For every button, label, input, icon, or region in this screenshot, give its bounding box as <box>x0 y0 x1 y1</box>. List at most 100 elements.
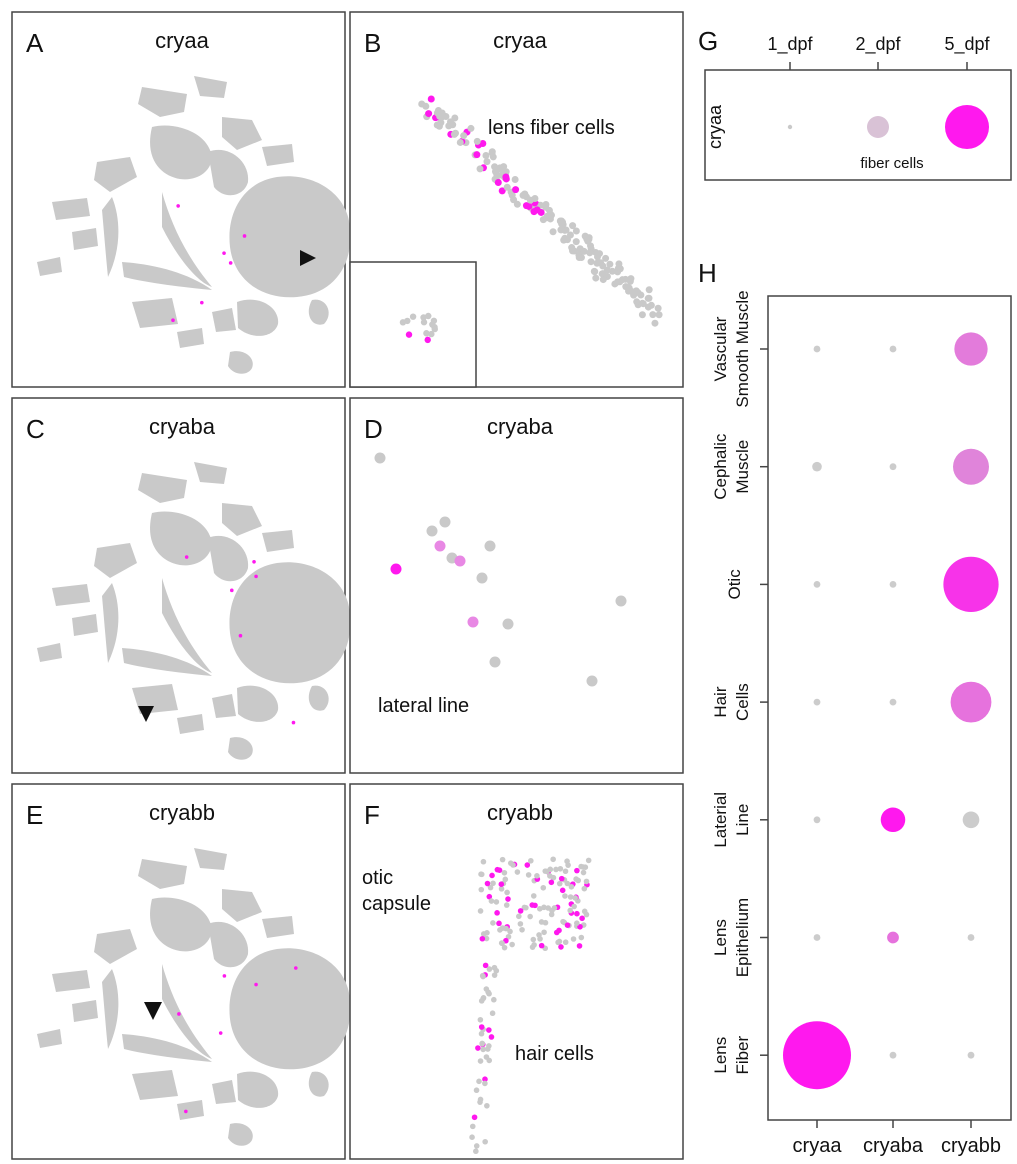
background-cell <box>469 1134 475 1141</box>
background-cell <box>556 880 563 887</box>
background-cell <box>581 885 588 892</box>
background-cell <box>479 1040 486 1047</box>
inset-cell <box>428 330 435 338</box>
background-cell <box>564 880 571 887</box>
background-cell <box>541 929 547 936</box>
background-cell <box>602 254 610 262</box>
expressed-cell <box>475 1045 481 1051</box>
background-cell <box>567 894 574 900</box>
background-cell <box>498 886 505 892</box>
background-cell <box>569 222 577 230</box>
background-cell <box>548 911 555 918</box>
expressed-cell <box>553 929 560 936</box>
background-cell <box>484 540 496 552</box>
expressed-cell <box>228 261 233 265</box>
background-cell <box>565 862 571 868</box>
background-cell <box>488 898 495 904</box>
expressed-cell <box>176 204 180 208</box>
expressed-cell <box>291 720 296 725</box>
inset-box <box>349 261 477 388</box>
background-cell <box>575 877 582 884</box>
dot-g-5_dpf <box>945 105 989 149</box>
background-cell <box>490 880 496 887</box>
background-cell <box>536 906 543 912</box>
dot-g-2_dpf <box>867 116 889 138</box>
expressed-cell <box>242 234 247 238</box>
background-cell <box>473 1087 480 1094</box>
background-cell <box>630 291 638 299</box>
background-cell <box>491 964 498 971</box>
dot-h-r5-c1 <box>887 931 899 944</box>
y-tick-label: Cells <box>733 683 752 721</box>
expressed-cell <box>538 942 545 949</box>
background-cell <box>583 878 590 885</box>
x-tick-label: 1_dpf <box>767 34 813 55</box>
y-tick-label: cryaa <box>705 104 725 149</box>
background-cell <box>655 311 663 319</box>
background-cell <box>547 866 554 873</box>
background-cell <box>615 595 627 607</box>
y-tick-label: Epithelium <box>733 898 752 977</box>
background-cell <box>562 868 569 875</box>
expressed-cell <box>229 588 234 593</box>
background-cell <box>557 865 564 872</box>
dot-h-r2-c0 <box>813 581 821 588</box>
background-cell <box>451 129 459 137</box>
y-tick-label: Lens <box>711 919 730 956</box>
expressed-cell <box>558 944 564 950</box>
y-tick-label: Smooth Muscle <box>733 290 752 407</box>
background-cell <box>439 516 451 528</box>
background-cell <box>519 926 525 933</box>
background-cell <box>651 319 659 327</box>
background-cell <box>587 258 595 266</box>
dot-g-1_dpf <box>787 124 793 130</box>
expressed-cell <box>512 186 520 194</box>
background-cell <box>467 124 475 132</box>
cluster-annotation: hair cells <box>515 1043 594 1065</box>
background-cell <box>483 986 490 992</box>
background-cell <box>550 856 556 863</box>
panel-letter: D <box>364 414 383 444</box>
dot-h-r3-c2 <box>950 681 992 723</box>
background-cell <box>487 884 494 891</box>
x-tick-label: cryaba <box>863 1135 924 1157</box>
background-cell <box>516 913 522 920</box>
expressed-cell <box>177 1012 181 1016</box>
y-tick-label: Otic <box>725 569 744 600</box>
inset-cell <box>405 331 413 338</box>
cluster-annotation: fiber cells <box>860 155 923 172</box>
inset-cell <box>424 336 431 344</box>
expressed-cell <box>434 540 446 552</box>
background-cell <box>460 132 468 140</box>
background-cell <box>501 869 508 876</box>
background-cell <box>539 216 547 224</box>
background-cell <box>549 907 555 914</box>
background-cell <box>456 138 464 146</box>
expressed-cell <box>482 962 489 969</box>
expressed-cell <box>494 866 501 873</box>
cluster-annotation: lens fiber cells <box>488 117 615 139</box>
background-cell <box>638 311 646 319</box>
dot-h-r2-c2 <box>943 556 999 613</box>
gene-title: cryaa <box>493 28 548 53</box>
gene-title: cryaba <box>149 414 216 439</box>
expressed-cell <box>564 922 571 929</box>
dot-h-r2-c1 <box>889 581 897 588</box>
expressed-cell <box>479 935 486 942</box>
background-cell <box>572 895 579 901</box>
gene-title: cryaba <box>487 414 554 439</box>
panel-letter: B <box>364 28 381 58</box>
expressed-cell <box>473 151 481 159</box>
background-cell <box>580 247 588 255</box>
background-cell <box>473 1148 479 1155</box>
panel-letter: E <box>26 800 43 830</box>
background-cell <box>590 267 598 275</box>
background-cell <box>625 287 633 295</box>
expressed-cell <box>390 563 402 575</box>
background-cell <box>505 933 512 940</box>
expressed-cell <box>200 300 204 305</box>
expressed-cell <box>486 1027 492 1033</box>
